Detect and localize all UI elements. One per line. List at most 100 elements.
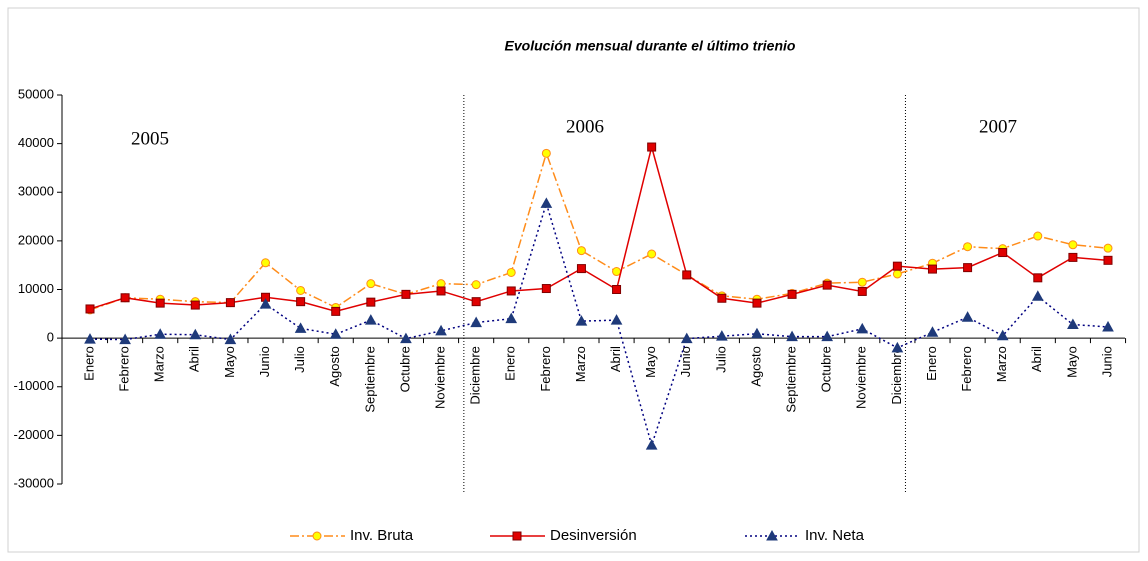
marker	[296, 297, 306, 307]
x-tick-label: Julio	[292, 346, 307, 373]
marker	[189, 328, 202, 340]
legend-label: Inv. Neta	[805, 527, 865, 544]
x-tick-label: Diciembre	[468, 346, 483, 405]
marker	[505, 312, 518, 324]
marker	[822, 280, 832, 290]
marker	[766, 529, 778, 541]
marker	[612, 285, 622, 294]
x-tick-label: Abril	[187, 346, 202, 372]
marker	[471, 280, 481, 290]
marker	[891, 341, 904, 353]
marker	[610, 314, 623, 325]
marker	[154, 328, 167, 339]
y-tick-label: 30000	[18, 184, 54, 199]
x-tick-label: Noviembre	[854, 346, 869, 409]
marker	[190, 300, 200, 310]
marker	[1067, 318, 1079, 330]
year-label: 2007	[979, 116, 1017, 137]
marker	[682, 270, 692, 280]
marker	[296, 285, 306, 295]
marker	[576, 246, 586, 256]
x-tick-label: Febrero	[117, 346, 132, 392]
marker	[329, 328, 342, 339]
marker	[857, 286, 867, 296]
marker	[506, 267, 516, 277]
marker	[996, 329, 1009, 341]
marker	[366, 297, 376, 307]
y-tick-label: 10000	[18, 281, 54, 296]
marker	[471, 297, 481, 307]
x-tick-label: Mayo	[1064, 346, 1079, 378]
x-tick-label: Junio	[257, 346, 272, 377]
marker	[680, 332, 693, 344]
marker	[119, 333, 131, 345]
marker	[312, 531, 322, 541]
x-tick-label: Mayo	[222, 346, 237, 378]
marker	[926, 326, 939, 337]
y-tick-label: -30000	[14, 475, 54, 490]
marker	[575, 315, 588, 326]
marker	[470, 316, 482, 328]
y-tick-label: -20000	[14, 427, 54, 442]
marker	[717, 293, 727, 303]
marker	[963, 263, 973, 273]
marker	[506, 286, 516, 296]
x-tick-label: Junio	[1099, 346, 1114, 377]
x-tick-label: Octubre	[397, 346, 412, 392]
marker	[259, 298, 272, 309]
marker	[1102, 320, 1114, 332]
marker	[647, 249, 657, 259]
marker	[225, 298, 235, 308]
y-tick-label: 50000	[18, 86, 54, 101]
x-tick-label: Mayo	[643, 346, 658, 378]
marker	[1103, 243, 1113, 253]
marker	[540, 197, 553, 208]
x-tick-label: Enero	[503, 346, 518, 381]
x-tick-label: Junio	[678, 346, 693, 377]
chart-title: Evolución mensual durante el último trie…	[505, 38, 796, 54]
y-tick-label: 40000	[18, 135, 54, 150]
x-tick-label: Enero	[924, 346, 939, 381]
marker	[892, 269, 902, 279]
marker	[751, 327, 763, 339]
x-tick-label: Marzo	[152, 346, 167, 382]
x-tick-label: Enero	[81, 346, 96, 381]
x-tick-label: Septiembre	[784, 346, 799, 412]
y-tick-label: 0	[47, 330, 54, 345]
marker	[857, 277, 867, 287]
legend-label: Desinversión	[550, 527, 637, 544]
y-tick-label: 20000	[18, 232, 54, 247]
year-label: 2005	[131, 128, 169, 149]
marker	[612, 267, 622, 277]
marker	[224, 333, 237, 345]
legend-label: Inv. Bruta	[350, 527, 414, 544]
marker	[435, 324, 447, 336]
marker	[856, 322, 869, 334]
year-label: 2006	[566, 116, 604, 137]
marker	[331, 306, 341, 316]
marker	[752, 298, 762, 308]
marker	[512, 531, 522, 541]
marker	[84, 333, 96, 344]
marker	[1068, 240, 1078, 250]
x-tick-label: Septiembre	[362, 346, 377, 412]
marker	[85, 304, 95, 314]
y-tick-label: -10000	[14, 378, 54, 393]
marker	[541, 148, 551, 158]
marker	[366, 279, 376, 289]
series-line	[89, 200, 1109, 448]
marker	[155, 298, 165, 308]
x-tick-label: Agosto	[748, 346, 763, 386]
marker	[261, 258, 271, 268]
x-tick-label: Marzo	[994, 346, 1009, 382]
marker	[786, 330, 798, 342]
marker	[787, 289, 797, 299]
marker	[364, 314, 377, 325]
marker	[1068, 252, 1078, 262]
x-tick-label: Julio	[713, 346, 728, 373]
marker	[1033, 273, 1043, 283]
marker	[400, 332, 412, 344]
marker	[401, 289, 411, 299]
marker	[120, 293, 130, 303]
marker	[998, 248, 1008, 258]
